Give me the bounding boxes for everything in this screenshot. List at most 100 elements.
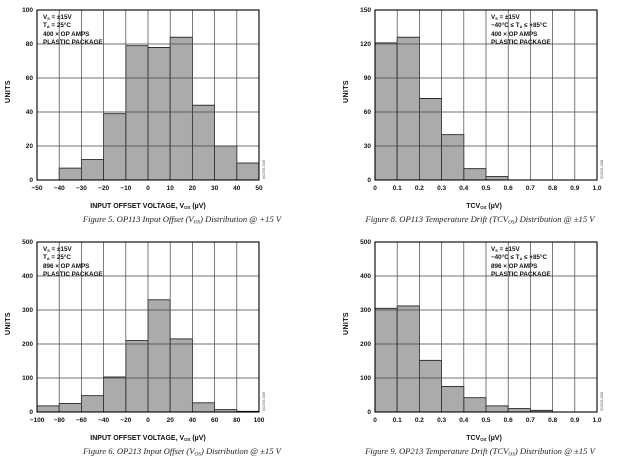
histogram-bar bbox=[374, 307, 398, 413]
annotation-line: PLASTIC PACKAGE bbox=[491, 271, 551, 279]
x-tick-label: 20 bbox=[167, 417, 175, 424]
test-conditions-annotation: VS = ±15V TA = 25°C 896 × OP AMPS PLASTIC P… bbox=[43, 246, 103, 280]
test-conditions-annotation: VS = ±15V −40°C ≤ TA ≤ +85°C 400 × OP AMPS… bbox=[491, 14, 551, 48]
histogram-bar bbox=[463, 397, 487, 413]
x-tick-label: 0 bbox=[373, 185, 377, 192]
histogram-svg: 0 100 200 300 400 500 −100 −80 −60 −40 −20 0 20 40 60 8… bbox=[22, 239, 266, 424]
x-tick-label: 0.3 bbox=[437, 185, 446, 192]
histogram-bar bbox=[169, 338, 193, 413]
plot-border bbox=[374, 241, 598, 413]
histogram-bar bbox=[36, 405, 60, 413]
x-tick-label: 0.6 bbox=[504, 417, 513, 424]
histogram-bar bbox=[58, 403, 82, 413]
histogram-plot-area: 0 20 40 60 80 100 −50 −40 −30 −20 −10 0 10 20 30 40 50 00… bbox=[0, 2, 269, 202]
x-tick-label: 0.9 bbox=[570, 185, 579, 192]
annotation-line: TA = 25°C bbox=[43, 22, 71, 30]
x-tick-label: 0 bbox=[146, 185, 150, 192]
histogram-bar bbox=[419, 98, 443, 181]
x-tick-label: −20 bbox=[98, 185, 109, 192]
x-tick-label: 80 bbox=[233, 417, 241, 424]
x-tick-label: 0.8 bbox=[548, 185, 557, 192]
annotation-line: VS = ±15V bbox=[43, 14, 72, 22]
x-tick-label: 0.1 bbox=[393, 417, 402, 424]
figure-8-op113-tcvos-histogram: UNITS 0 30 60 90 120 150 0 0.1 0.2 0.3 0.4 0.5 0.6 0.… bbox=[310, 0, 620, 232]
x-tick-label: 0.2 bbox=[415, 185, 424, 192]
annotation-line: VS = ±15V bbox=[43, 246, 72, 254]
figure-id-code: 00293-008 bbox=[599, 159, 604, 179]
y-tick-label: 100 bbox=[360, 375, 371, 382]
x-tick-label: −50 bbox=[31, 185, 42, 192]
histogram-bar bbox=[103, 113, 127, 181]
x-tick-label: 0.4 bbox=[459, 185, 468, 192]
y-tick-label: 500 bbox=[22, 239, 33, 246]
test-conditions-annotation: VS = ±15V TA = 25°C 400 × OP AMPS PLASTIC P… bbox=[43, 14, 103, 48]
annotation-line: 896 × OP AMPS bbox=[43, 262, 90, 270]
x-tick-label: 40 bbox=[189, 417, 197, 424]
histogram-svg: 0 20 40 60 80 100 −50 −40 −30 −20 −10 0 10 20 30 40 50 00… bbox=[22, 7, 266, 192]
x-tick-label: 0.7 bbox=[526, 417, 535, 424]
histogram-bar bbox=[169, 36, 193, 181]
histogram-plot-area: 0 100 200 300 400 500 −100 −80 −60 −40 −20 0 20 40 60 8… bbox=[0, 234, 269, 434]
annotation-line: VS = ±15V bbox=[491, 246, 520, 254]
annotation-line: −40°C ≤ TA ≤ +85°C bbox=[491, 22, 548, 30]
annotation-line: PLASTIC PACKAGE bbox=[43, 271, 103, 279]
y-tick-label: 0 bbox=[367, 177, 371, 184]
figure-6-op213-vos-histogram: UNITS 0 100 200 300 400 500 −100 −80 −60 −40 −20 0 2… bbox=[0, 232, 310, 464]
y-tick-label: 90 bbox=[364, 75, 372, 82]
y-tick-label: 120 bbox=[360, 41, 371, 48]
figure-caption: Figure 8. OP113 Temperature Drift (TCVOS… bbox=[365, 214, 595, 226]
y-tick-label: 60 bbox=[26, 75, 34, 82]
histogram-bar bbox=[214, 145, 238, 181]
figure-9-op213-tcvos-histogram: UNITS 0 100 200 300 400 500 0 0.1 0.2 0.3 0.4 0.5 0.… bbox=[310, 232, 620, 464]
histogram-bar bbox=[58, 167, 82, 181]
annotation-line: 896 × OP AMPS bbox=[491, 262, 538, 270]
x-tick-label: 0 bbox=[373, 417, 377, 424]
plot-border bbox=[36, 9, 260, 181]
annotation-line: PLASTIC PACKAGE bbox=[43, 39, 103, 47]
x-tick-label: 1.0 bbox=[592, 417, 601, 424]
annotation-line: 400 × OP AMPS bbox=[43, 30, 90, 38]
x-tick-label: −40 bbox=[54, 185, 65, 192]
y-tick-label: 500 bbox=[360, 239, 371, 246]
y-tick-label: 20 bbox=[26, 143, 34, 150]
x-tick-label: 0.8 bbox=[548, 417, 557, 424]
y-tick-label: 60 bbox=[364, 109, 372, 116]
x-tick-label: −100 bbox=[30, 417, 45, 424]
histogram-bar bbox=[147, 299, 171, 413]
x-tick-label: 0.2 bbox=[415, 417, 424, 424]
x-tick-label: −10 bbox=[120, 185, 131, 192]
x-tick-label: 40 bbox=[233, 185, 241, 192]
histogram-bar bbox=[396, 305, 420, 413]
x-tick-label: 0.5 bbox=[481, 185, 490, 192]
y-tick-label: 0 bbox=[367, 409, 371, 416]
x-tick-label: 0.1 bbox=[393, 185, 402, 192]
x-tick-label: 100 bbox=[254, 417, 265, 424]
x-tick-label: −60 bbox=[76, 417, 87, 424]
figure-id-code: 00293-009 bbox=[599, 391, 604, 411]
plot-border bbox=[36, 241, 260, 413]
histogram-bar bbox=[463, 168, 487, 181]
figure-caption: Figure 9. OP213 Temperature Drift (TCVOS… bbox=[365, 446, 595, 458]
x-tick-label: 0.7 bbox=[526, 185, 535, 192]
figure-caption: Figure 5. OP113 Input Offset (VOS) Distr… bbox=[82, 214, 282, 226]
histogram-bar bbox=[441, 134, 465, 181]
histogram-bar bbox=[125, 340, 149, 413]
histogram-bar bbox=[125, 45, 149, 181]
histogram-bar bbox=[191, 402, 215, 413]
x-tick-label: 20 bbox=[189, 185, 197, 192]
x-tick-label: 60 bbox=[211, 417, 219, 424]
histogram-bar bbox=[374, 42, 398, 181]
histogram-svg: 0 100 200 300 400 500 0 0.1 0.2 0.3 0.4 0.5 0.6 0.7 0.… bbox=[360, 239, 604, 424]
annotation-line: TA = 25°C bbox=[43, 254, 71, 262]
y-tick-label: 100 bbox=[22, 7, 33, 14]
annotation-line: −40°C ≤ TA ≤ +85°C bbox=[491, 254, 548, 262]
histogram-bar bbox=[81, 395, 105, 413]
x-axis-label: INPUT OFFSET VOLTAGE, VOS (µV) bbox=[90, 435, 206, 443]
x-tick-label: −40 bbox=[98, 417, 109, 424]
x-tick-label: 0 bbox=[146, 417, 150, 424]
figure-5-op113-vos-histogram: UNITS 0 20 40 60 80 100 −50 −40 −30 −20 −10 0 10 20 30… bbox=[0, 0, 310, 232]
y-tick-label: 400 bbox=[22, 273, 33, 280]
x-tick-label: 0.6 bbox=[504, 185, 513, 192]
histogram-bar bbox=[236, 162, 260, 181]
